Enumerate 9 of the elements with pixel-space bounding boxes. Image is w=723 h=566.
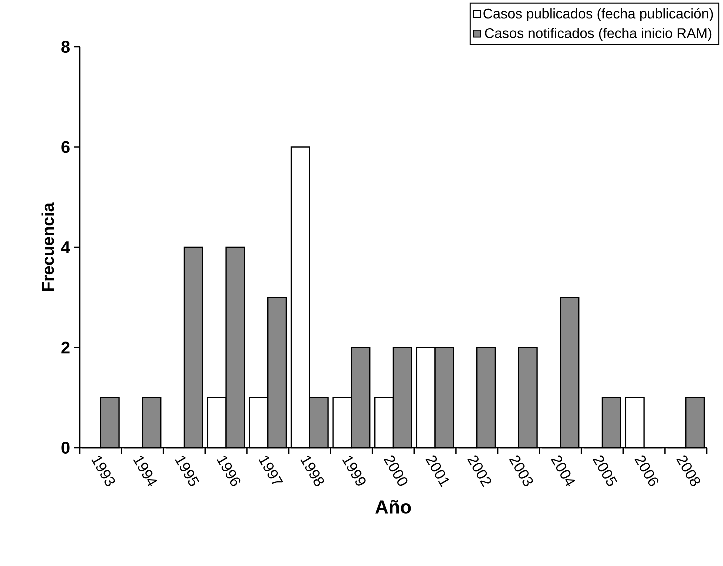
- y-tick-label: 2: [62, 342, 70, 354]
- legend-label: Casos notificados (fecha inicio RAM): [485, 28, 712, 42]
- y-tick-label: 6: [62, 141, 70, 154]
- x-axis-title: Año: [376, 500, 412, 514]
- y-axis-title: Frecuencia: [42, 202, 54, 292]
- y-tick-label: 4: [61, 242, 70, 254]
- y-tick-label: 0: [62, 442, 70, 454]
- y-tick-label: 8: [62, 40, 70, 53]
- legend-label: Casos publicados (fecha publicación): [484, 8, 714, 22]
